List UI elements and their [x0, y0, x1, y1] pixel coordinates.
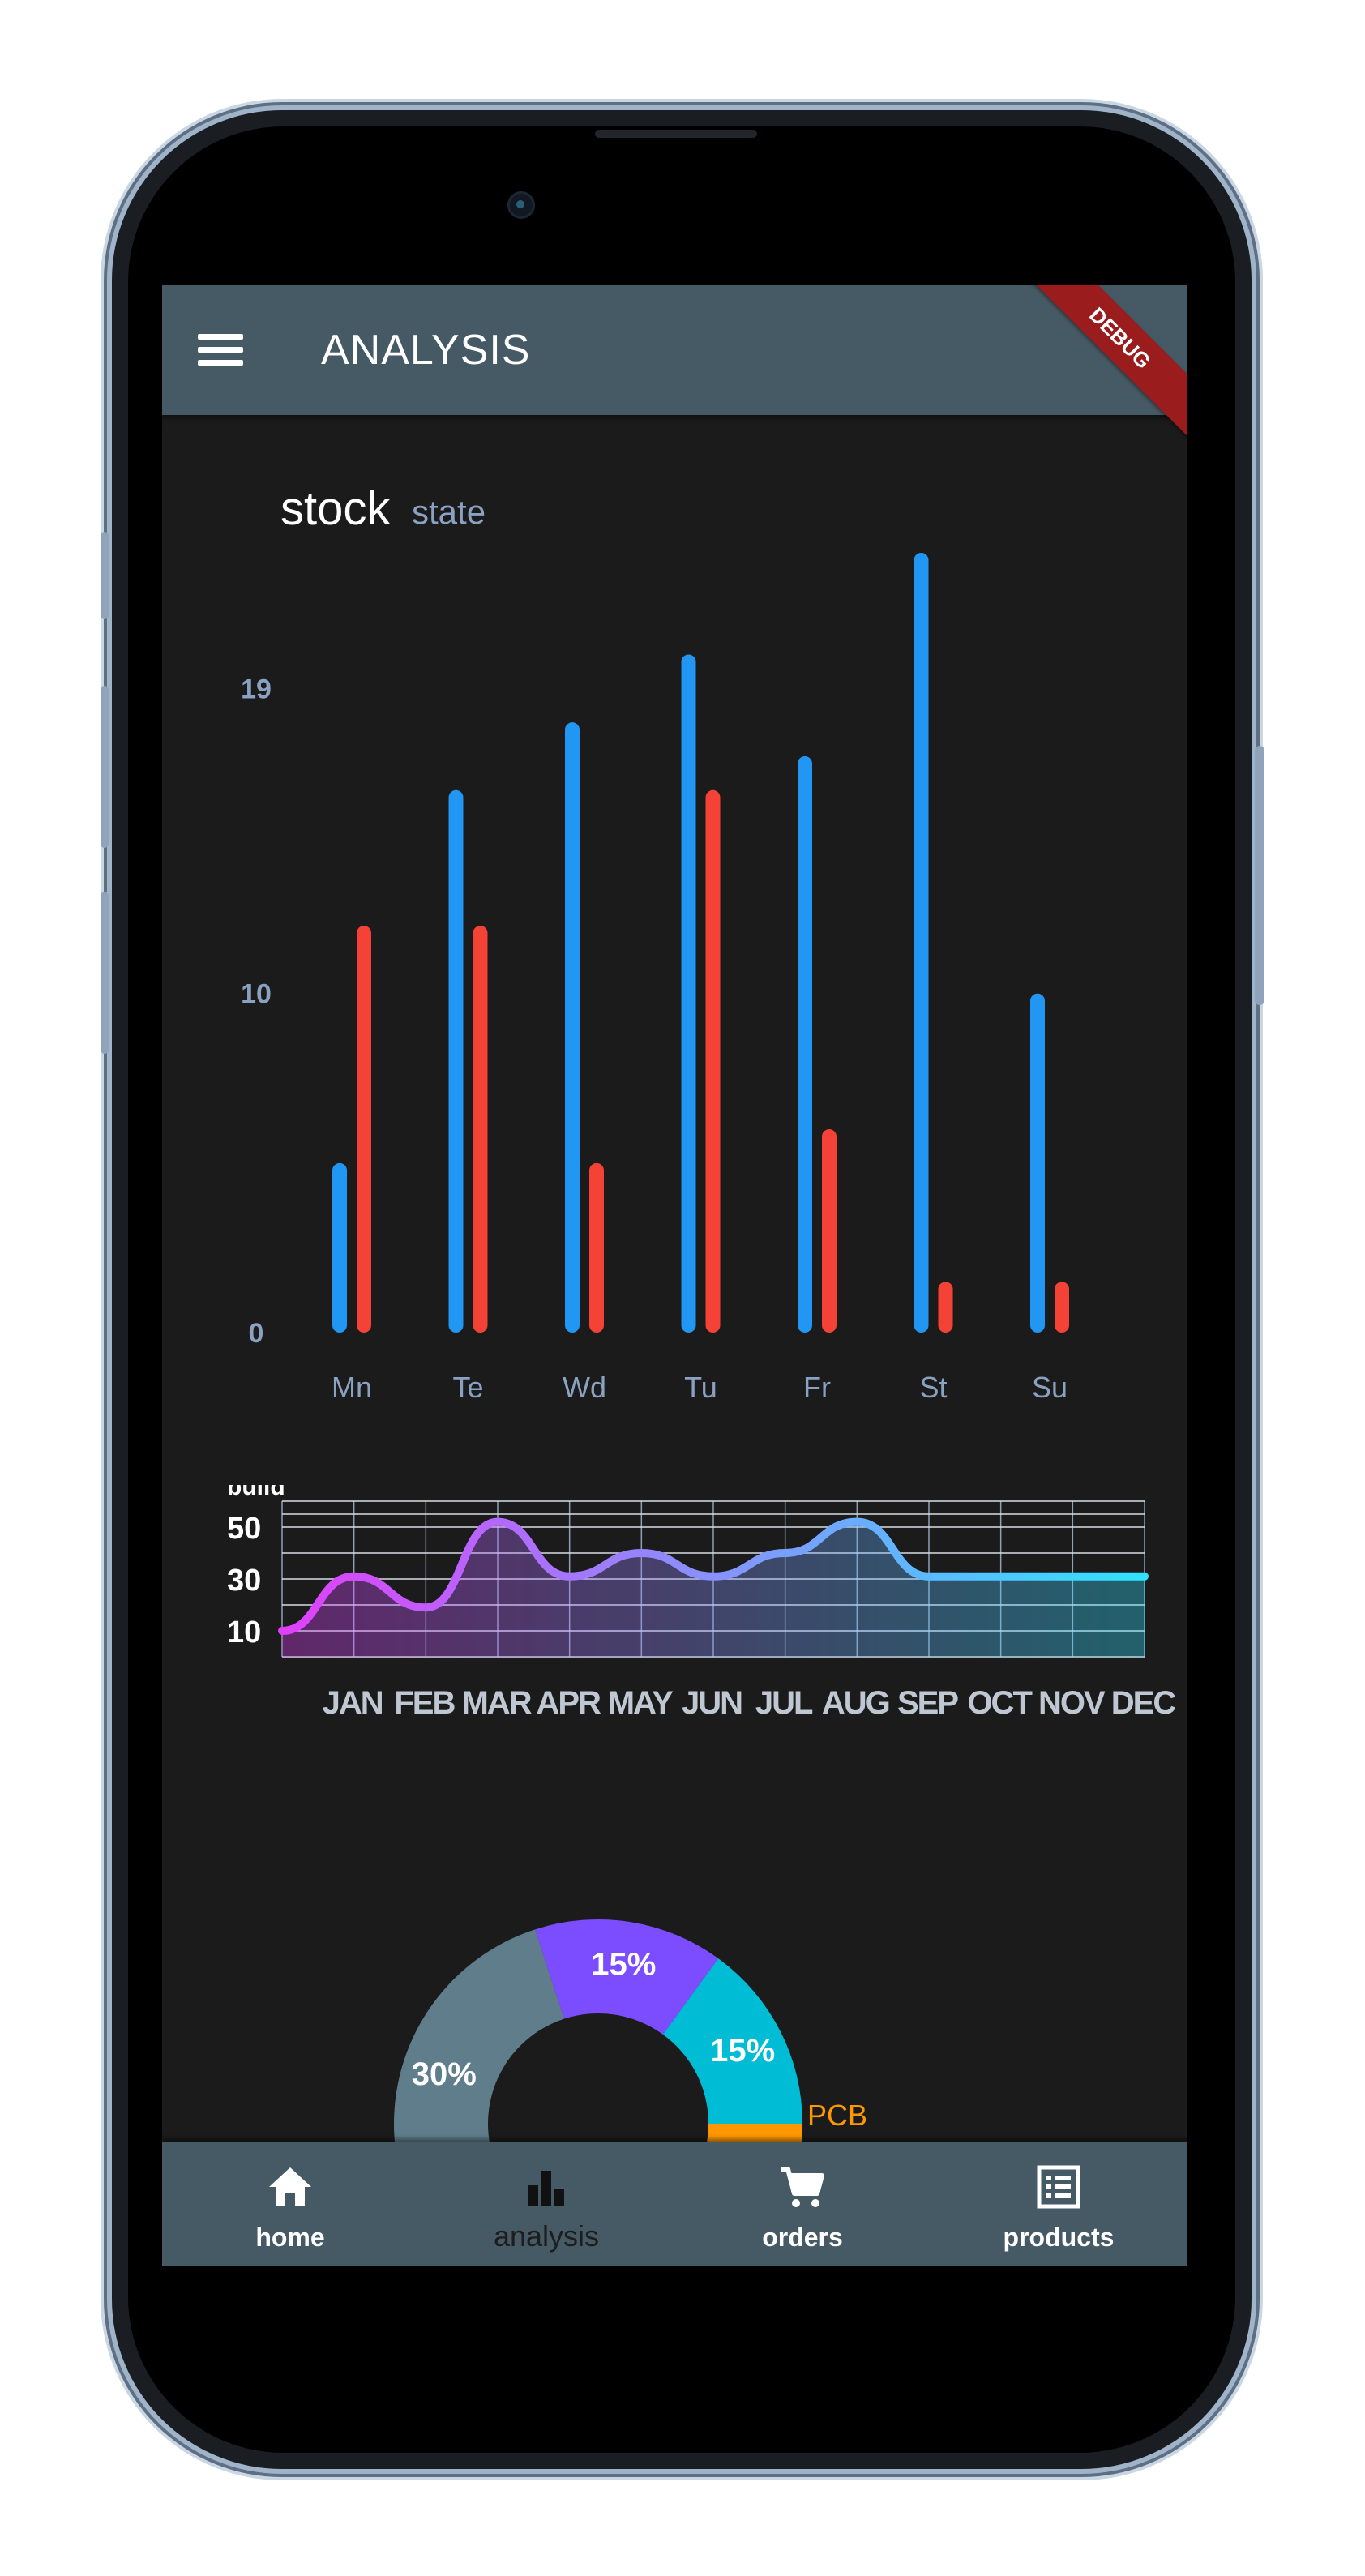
- bar: [357, 926, 371, 1333]
- x-tick-label: Te: [452, 1371, 483, 1404]
- y-tick-label: 10: [227, 1615, 261, 1650]
- x-tick-label: Wd: [563, 1371, 606, 1404]
- build-line-chart: 10 30 50 JAN FEB MAR APR MAY JUN JUL AUG SEP OCT NOV D…: [227, 1485, 1177, 1721]
- bar: [938, 1282, 953, 1333]
- build-chart-label: build: [227, 1485, 285, 1500]
- x-tick-label: Tu: [684, 1371, 717, 1404]
- bar: [473, 926, 488, 1333]
- x-tick-label: FEB: [394, 1685, 455, 1721]
- bar-chart-icon: [528, 2171, 564, 2206]
- x-tick-label: JUN: [682, 1685, 742, 1721]
- phone-action-button: [101, 532, 109, 619]
- x-tick-label: Mn: [332, 1371, 372, 1404]
- nav-orders-label: orders: [762, 2223, 843, 2252]
- donut-slice: [394, 1929, 564, 2150]
- legend-label: PCB: [807, 2099, 867, 2132]
- nav-products-label: products: [1003, 2223, 1115, 2252]
- x-tick-label: JAN: [323, 1685, 383, 1721]
- x-tick-label: JUL: [755, 1685, 813, 1721]
- slice-percent-label: 15%: [591, 1946, 656, 1982]
- x-tick-label: AUG: [822, 1685, 889, 1721]
- stock-bar-chart: 0 10 19 Mn Te Wd Tu Fr St Su: [241, 553, 1069, 1404]
- bar: [798, 755, 812, 1333]
- slice-percent-label: 30%: [412, 2056, 477, 2092]
- nav-analysis[interactable]: analysis: [418, 2142, 674, 2266]
- x-tick-label: DEC: [1111, 1685, 1176, 1721]
- nav-home-label: home: [255, 2223, 325, 2252]
- phone-power-button: [1255, 746, 1264, 1005]
- y-tick-label: 30: [227, 1564, 261, 1598]
- hamburger-menu-icon[interactable]: [198, 334, 243, 366]
- front-camera: [507, 191, 535, 219]
- y-tick-label: 50: [227, 1512, 261, 1546]
- app-bar: ANALYSIS DEBUG: [162, 285, 1187, 446]
- phone-volume-down-button: [101, 892, 109, 1054]
- bar: [448, 789, 464, 1333]
- bar: [332, 1162, 347, 1333]
- y-tick-label: 0: [249, 1318, 264, 1349]
- bar: [914, 553, 929, 1333]
- x-tick-label: MAR: [461, 1685, 532, 1721]
- donut-slice: [662, 1958, 803, 2124]
- build-line: [278, 1517, 1149, 1635]
- bar: [705, 789, 721, 1333]
- nav-home[interactable]: home: [162, 2142, 418, 2266]
- bar: [1055, 1282, 1069, 1333]
- build-area-fill: [282, 1521, 1145, 1657]
- nav-analysis-label: analysis: [493, 2219, 600, 2253]
- x-tick-label: MAY: [608, 1685, 674, 1721]
- bar: [822, 1129, 837, 1333]
- x-tick-label: Su: [1032, 1371, 1068, 1404]
- app-window: ANALYSIS DEBUG stock state 0 10 19 Mn Te Wd Tu…: [162, 285, 1187, 2266]
- donut-slice: [535, 1919, 719, 2035]
- x-tick-label: APR: [536, 1685, 601, 1721]
- debug-banner: DEBUG: [1012, 285, 1187, 446]
- slice-percent-label: 15%: [710, 2033, 775, 2069]
- phone-speaker: [595, 130, 757, 138]
- x-tick-label: Fr: [803, 1371, 831, 1404]
- bar: [565, 722, 580, 1333]
- home-icon: [269, 2167, 311, 2206]
- bar: [589, 1162, 604, 1333]
- x-tick-label: St: [919, 1371, 947, 1404]
- x-tick-label: OCT: [967, 1685, 1032, 1721]
- list-icon: [1037, 2165, 1080, 2209]
- page-title: ANALYSIS: [321, 327, 531, 374]
- bar: [681, 654, 696, 1333]
- cart-icon: [781, 2167, 824, 2207]
- parts-donut-chart: 40%30%15%15%PCBRCBBolt: [394, 1919, 869, 2150]
- stock-chart-subtitle: state: [412, 493, 486, 531]
- y-tick-label: 10: [241, 979, 272, 1010]
- x-tick-label: NOV: [1038, 1685, 1106, 1721]
- nav-products[interactable]: products: [931, 2142, 1187, 2266]
- x-tick-label: SEP: [897, 1685, 958, 1721]
- y-tick-label: 19: [241, 674, 272, 704]
- bar: [1030, 993, 1045, 1333]
- bottom-navigation: home analysis orders: [162, 2142, 1187, 2266]
- phone-volume-up-button: [101, 686, 109, 848]
- nav-orders[interactable]: orders: [674, 2142, 931, 2266]
- stock-chart-title: stock: [280, 482, 391, 535]
